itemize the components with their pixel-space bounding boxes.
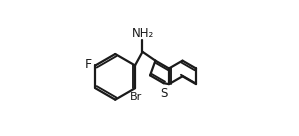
Text: F: F <box>85 58 92 71</box>
Text: NH₂: NH₂ <box>132 27 154 40</box>
Text: S: S <box>160 87 167 100</box>
Text: Br: Br <box>129 92 142 102</box>
